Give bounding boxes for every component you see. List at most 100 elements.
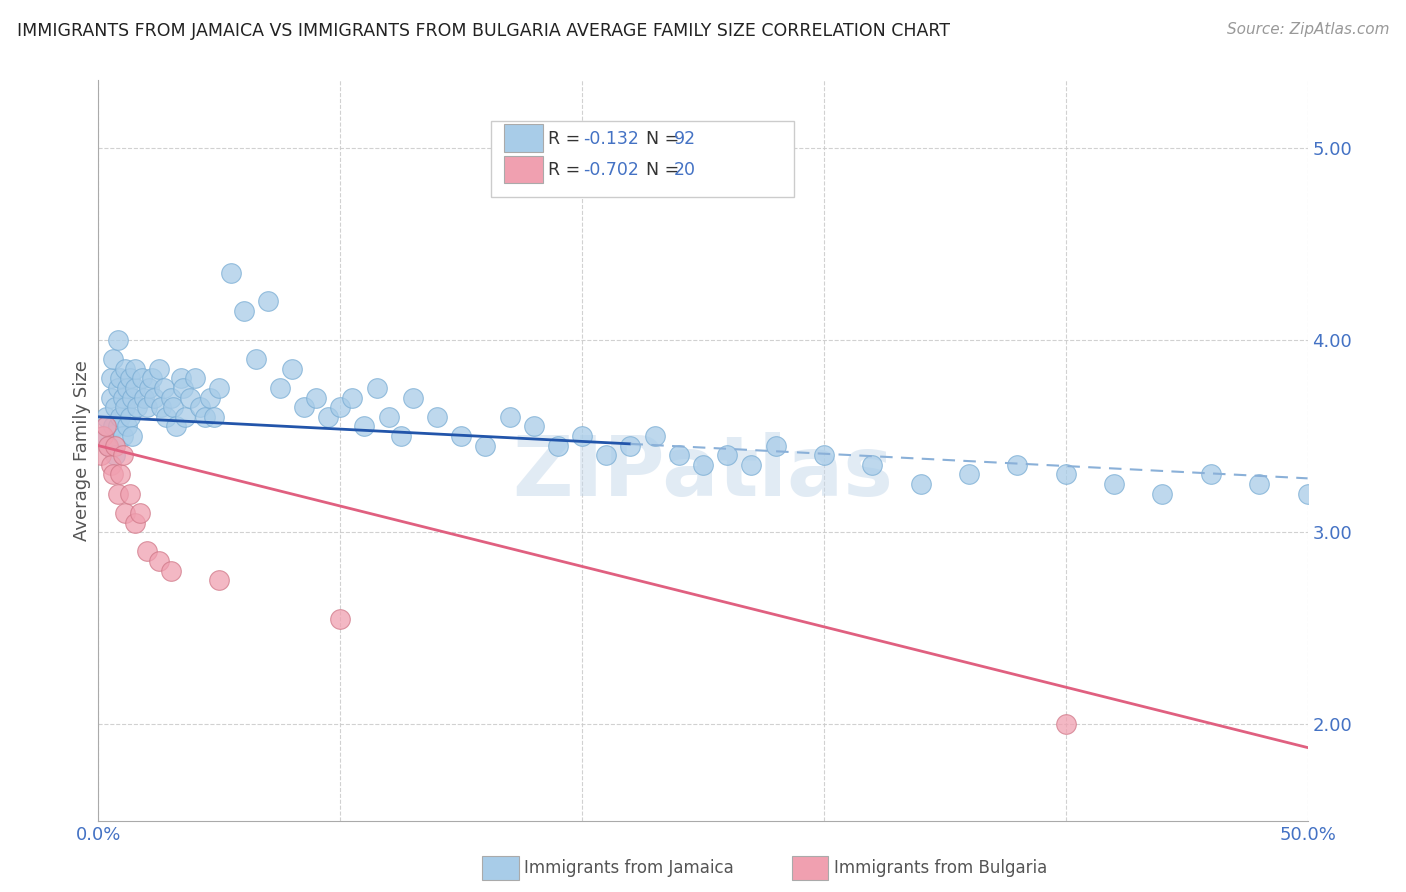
Point	[450, 429, 472, 443]
Point	[329, 612, 352, 626]
Point	[131, 371, 153, 385]
Point	[571, 429, 593, 443]
Point	[118, 371, 141, 385]
Point	[366, 381, 388, 395]
Point	[148, 554, 170, 568]
Point	[111, 429, 134, 443]
Point	[165, 419, 187, 434]
Text: 92: 92	[675, 129, 696, 147]
Point	[172, 381, 194, 395]
Point	[108, 467, 131, 482]
Point	[160, 391, 183, 405]
Text: Immigrants from Bulgaria: Immigrants from Bulgaria	[834, 859, 1047, 877]
Point	[100, 371, 122, 385]
Point	[107, 487, 129, 501]
Point	[292, 400, 315, 414]
Point	[179, 391, 201, 405]
Point	[169, 371, 191, 385]
Point	[281, 361, 304, 376]
Point	[94, 409, 117, 424]
Point	[114, 506, 136, 520]
Point	[90, 448, 112, 462]
Point	[232, 304, 254, 318]
Point	[1054, 467, 1077, 482]
Point	[127, 400, 149, 414]
Point	[160, 564, 183, 578]
Point	[957, 467, 980, 482]
Point	[402, 391, 425, 405]
Point	[118, 409, 141, 424]
Point	[194, 409, 217, 424]
Point	[329, 400, 352, 414]
Point	[188, 400, 211, 414]
Point	[135, 400, 157, 414]
Point	[174, 409, 197, 424]
Point	[644, 429, 666, 443]
Text: Immigrants from Jamaica: Immigrants from Jamaica	[524, 859, 734, 877]
Point	[204, 409, 226, 424]
Point	[111, 391, 134, 405]
Point	[1152, 487, 1174, 501]
Point	[100, 391, 122, 405]
Point	[1296, 487, 1319, 501]
Point	[342, 391, 364, 405]
Point	[107, 419, 129, 434]
Point	[121, 391, 143, 405]
Text: N =: N =	[636, 129, 685, 147]
Point	[221, 266, 243, 280]
Point	[426, 409, 449, 424]
Point	[1054, 717, 1077, 731]
Point	[148, 361, 170, 376]
Point	[256, 294, 278, 309]
Point	[138, 381, 160, 395]
Point	[124, 381, 146, 395]
Point	[208, 574, 231, 588]
Point	[141, 371, 163, 385]
Point	[150, 400, 173, 414]
Point	[91, 429, 114, 443]
Text: 20: 20	[675, 161, 696, 178]
Point	[765, 439, 787, 453]
Point	[108, 409, 131, 424]
Point	[389, 429, 412, 443]
Point	[1199, 467, 1222, 482]
Point	[860, 458, 883, 472]
Point	[91, 429, 114, 443]
Text: IMMIGRANTS FROM JAMAICA VS IMMIGRANTS FROM BULGARIA AVERAGE FAMILY SIZE CORRELAT: IMMIGRANTS FROM JAMAICA VS IMMIGRANTS FR…	[17, 22, 950, 40]
Point	[152, 381, 174, 395]
Point	[118, 487, 141, 501]
Point	[692, 458, 714, 472]
Y-axis label: Average Family Size: Average Family Size	[73, 360, 91, 541]
Point	[162, 400, 184, 414]
Point	[910, 477, 932, 491]
Point	[100, 458, 122, 472]
Point	[104, 400, 127, 414]
Point	[198, 391, 221, 405]
Point	[269, 381, 291, 395]
Point	[114, 361, 136, 376]
Point	[523, 419, 546, 434]
Text: N =: N =	[636, 161, 685, 178]
Point	[208, 381, 231, 395]
Text: Source: ZipAtlas.com: Source: ZipAtlas.com	[1226, 22, 1389, 37]
Point	[1007, 458, 1029, 472]
Point	[184, 371, 207, 385]
Text: R =: R =	[547, 129, 585, 147]
Point	[101, 419, 124, 434]
Point	[121, 429, 143, 443]
Point	[716, 448, 738, 462]
Point	[101, 467, 124, 482]
Point	[114, 400, 136, 414]
Point	[305, 391, 328, 405]
Point	[740, 458, 762, 472]
Point	[107, 333, 129, 347]
Point	[245, 352, 267, 367]
Point	[124, 361, 146, 376]
Point	[1249, 477, 1271, 491]
Point	[101, 352, 124, 367]
Text: ZIPatlas: ZIPatlas	[513, 432, 893, 513]
Text: R =: R =	[547, 161, 585, 178]
Point	[143, 391, 166, 405]
Point	[668, 448, 690, 462]
Point	[97, 439, 120, 453]
